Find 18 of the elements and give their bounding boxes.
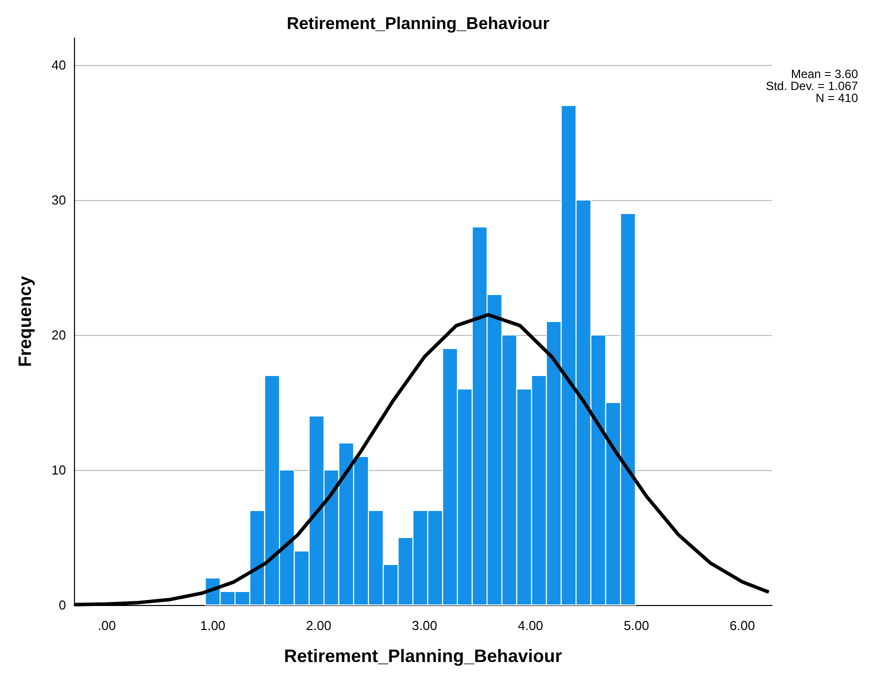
- y-tick-label: 10: [52, 462, 66, 478]
- y-tick-label: 0: [58, 598, 66, 612]
- y-tick-label: 40: [52, 58, 66, 72]
- x-axis-title: Retirement_Planning_Behaviour: [284, 646, 562, 666]
- y-tick-label: 30: [52, 192, 66, 208]
- x-tick-label: 6.00: [730, 618, 755, 633]
- chart-title: Retirement_Planning_Behaviour: [286, 14, 550, 33]
- text: Mean = 3.60: [790, 67, 858, 81]
- y-tick-label: 20: [52, 328, 66, 342]
- annotation: Std. Dev. = 1.067: [766, 79, 858, 93]
- x-tick-label: 3.00: [412, 618, 438, 633]
- x-tick-label: 5.00: [624, 618, 650, 633]
- x-tick-label: 4.00: [518, 618, 544, 633]
- x-tick-label: .00: [98, 618, 116, 633]
- text: N = 410: [816, 91, 858, 105]
- x-tick-label: 1.00: [200, 618, 226, 633]
- x-tick-label: 2.00: [306, 618, 332, 633]
- y-axis-title: Frequency: [15, 276, 35, 368]
